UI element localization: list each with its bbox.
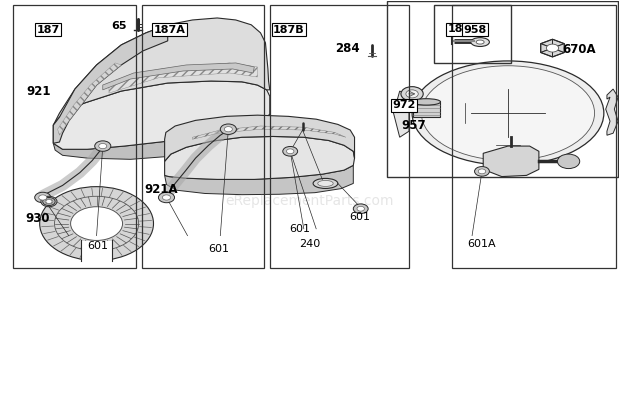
Circle shape [224, 127, 232, 132]
Text: 930: 930 [25, 212, 50, 225]
Circle shape [557, 154, 580, 168]
Polygon shape [58, 63, 122, 135]
Text: 957: 957 [402, 119, 426, 132]
Bar [434, 5, 511, 63]
Polygon shape [552, 39, 564, 48]
Polygon shape [606, 89, 618, 135]
Polygon shape [53, 18, 270, 125]
Text: 670A: 670A [562, 43, 595, 56]
Circle shape [220, 124, 236, 135]
Circle shape [162, 195, 170, 200]
Text: 188A: 188A [448, 25, 479, 34]
Text: eReplacementParts.com: eReplacementParts.com [226, 195, 394, 208]
Circle shape [357, 206, 365, 211]
Ellipse shape [471, 37, 489, 46]
Text: 601A: 601A [467, 239, 497, 249]
Text: 601: 601 [349, 212, 370, 222]
Ellipse shape [313, 179, 338, 189]
Text: 921A: 921A [144, 183, 178, 196]
Polygon shape [541, 39, 552, 48]
Text: 240: 240 [299, 239, 321, 249]
Circle shape [286, 149, 294, 154]
Polygon shape [165, 165, 353, 195]
Ellipse shape [422, 66, 595, 160]
Text: 972: 972 [392, 100, 415, 110]
Circle shape [159, 192, 174, 203]
Text: 187B: 187B [273, 25, 304, 35]
Circle shape [478, 169, 485, 174]
Circle shape [43, 197, 55, 206]
Polygon shape [165, 115, 355, 161]
Bar [142, 5, 264, 268]
Ellipse shape [412, 99, 441, 105]
Text: 65: 65 [112, 21, 127, 31]
Circle shape [38, 195, 46, 200]
Bar [452, 5, 616, 268]
Text: 187A: 187A [154, 25, 185, 35]
Bar [388, 2, 618, 177]
Polygon shape [541, 48, 552, 57]
Circle shape [283, 146, 298, 156]
Text: 601: 601 [87, 241, 108, 251]
Bar [270, 5, 409, 268]
Text: 921: 921 [27, 85, 51, 98]
Circle shape [406, 90, 419, 98]
Circle shape [401, 87, 423, 101]
Ellipse shape [317, 181, 333, 187]
Polygon shape [165, 137, 355, 179]
Bar [13, 5, 136, 268]
Circle shape [35, 192, 51, 203]
Polygon shape [541, 44, 552, 52]
Polygon shape [394, 91, 409, 137]
Polygon shape [109, 63, 257, 93]
Polygon shape [53, 81, 270, 149]
Polygon shape [413, 102, 440, 117]
Circle shape [71, 207, 123, 241]
Circle shape [45, 199, 53, 204]
Polygon shape [552, 44, 564, 52]
Polygon shape [53, 114, 270, 159]
Circle shape [474, 166, 489, 176]
Circle shape [46, 199, 52, 204]
Circle shape [40, 187, 154, 260]
Polygon shape [192, 126, 346, 139]
Text: 284: 284 [335, 42, 360, 55]
Text: 601: 601 [289, 224, 310, 234]
Polygon shape [53, 25, 168, 143]
Circle shape [41, 196, 57, 207]
Text: 601: 601 [208, 244, 229, 254]
Ellipse shape [412, 61, 604, 165]
Circle shape [95, 141, 111, 151]
Circle shape [546, 44, 559, 52]
Circle shape [99, 143, 107, 149]
Polygon shape [552, 48, 564, 57]
Polygon shape [81, 241, 112, 262]
Polygon shape [483, 146, 539, 177]
Text: 958: 958 [463, 25, 487, 35]
Ellipse shape [476, 40, 484, 44]
Text: 187: 187 [37, 25, 60, 35]
Polygon shape [103, 63, 254, 90]
Circle shape [353, 204, 368, 214]
